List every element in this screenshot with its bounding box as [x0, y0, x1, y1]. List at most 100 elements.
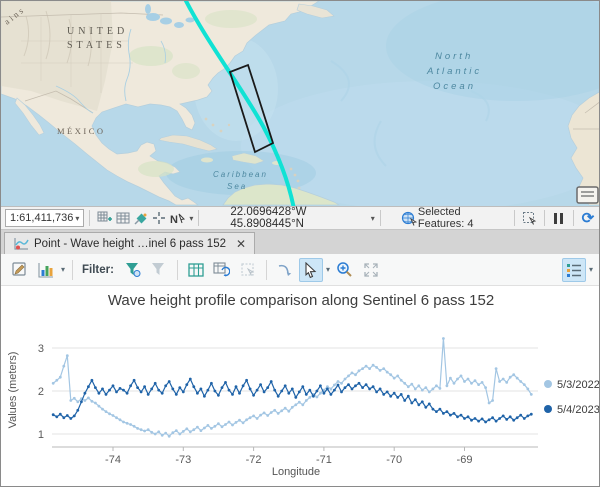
data-point[interactable] [266, 386, 270, 389]
data-point[interactable] [283, 384, 287, 388]
data-point[interactable] [167, 434, 171, 438]
scale-combo[interactable]: 1:61,411,736 ▾ [5, 209, 85, 227]
data-point[interactable] [280, 389, 284, 393]
data-point[interactable] [220, 425, 224, 429]
data-point[interactable] [392, 391, 396, 395]
data-point[interactable] [512, 418, 516, 422]
data-point[interactable] [340, 390, 343, 394]
data-point[interactable] [276, 412, 280, 415]
data-point[interactable] [101, 407, 104, 411]
data-point[interactable] [491, 399, 494, 402]
data-point[interactable] [87, 385, 90, 389]
data-point[interactable] [297, 390, 301, 394]
legend-label[interactable]: 5/3/2022 [557, 379, 600, 391]
data-point[interactable] [160, 433, 164, 437]
data-point[interactable] [150, 430, 154, 434]
data-point[interactable] [192, 385, 196, 389]
data-point[interactable] [505, 418, 509, 421]
data-point[interactable] [508, 415, 512, 419]
data-point[interactable] [526, 414, 530, 418]
data-point[interactable] [65, 354, 69, 358]
data-point[interactable] [304, 393, 308, 396]
data-point[interactable] [484, 420, 487, 424]
data-point[interactable] [72, 414, 76, 418]
data-point[interactable] [449, 376, 452, 380]
data-point[interactable] [438, 387, 442, 390]
data-point[interactable] [188, 430, 192, 434]
data-point[interactable] [231, 423, 234, 427]
data-point[interactable] [294, 396, 298, 399]
data-point[interactable] [203, 394, 206, 398]
data-point[interactable] [273, 388, 277, 392]
data-point[interactable] [269, 380, 273, 383]
data-point[interactable] [480, 381, 484, 384]
data-point[interactable] [449, 413, 452, 417]
pointer-icon[interactable] [298, 257, 323, 282]
legend-swatch[interactable] [544, 405, 552, 413]
data-point[interactable] [459, 374, 463, 378]
data-point[interactable] [347, 383, 350, 386]
data-point[interactable] [174, 393, 178, 396]
data-point[interactable] [220, 386, 224, 389]
data-point[interactable] [406, 385, 410, 389]
data-point[interactable] [347, 374, 350, 378]
data-point[interactable] [326, 385, 329, 389]
data-point[interactable] [487, 418, 491, 422]
chevron-down-icon[interactable]: ▾ [325, 265, 330, 274]
data-point[interactable] [115, 390, 118, 394]
data-point[interactable] [315, 389, 319, 393]
data-point[interactable] [301, 385, 305, 389]
data-point[interactable] [501, 377, 505, 381]
data-point[interactable] [378, 369, 382, 372]
data-point[interactable] [108, 412, 111, 416]
data-point[interactable] [83, 391, 87, 395]
data-point[interactable] [203, 426, 206, 430]
data-point[interactable] [371, 385, 375, 389]
data-point[interactable] [224, 381, 227, 384]
coordinates-readout[interactable]: 22.0696428°W 45.8908445°N [230, 206, 307, 230]
data-point[interactable] [515, 416, 519, 420]
data-point[interactable] [333, 388, 336, 392]
data-point[interactable] [51, 381, 55, 385]
data-point[interactable] [139, 390, 143, 394]
data-point[interactable] [255, 388, 259, 392]
data-point[interactable] [290, 387, 294, 391]
data-point[interactable] [424, 405, 428, 409]
data-point[interactable] [463, 380, 466, 383]
data-point[interactable] [136, 427, 140, 430]
data-point[interactable] [519, 380, 523, 383]
data-point[interactable] [132, 424, 136, 428]
data-point[interactable] [287, 409, 291, 413]
data-point[interactable] [58, 412, 62, 416]
data-point[interactable] [115, 416, 118, 420]
data-point[interactable] [442, 412, 445, 415]
data-point[interactable] [199, 387, 203, 391]
data-point[interactable] [122, 420, 125, 424]
data-point[interactable] [280, 409, 284, 413]
data-point[interactable] [403, 381, 407, 385]
chevron-down-icon[interactable]: ▾ [189, 213, 194, 223]
data-point[interactable] [273, 408, 277, 412]
data-point[interactable] [139, 428, 143, 432]
data-point[interactable] [217, 393, 220, 397]
data-point[interactable] [319, 384, 322, 388]
data-point[interactable] [262, 411, 266, 415]
data-point[interactable] [178, 432, 182, 436]
data-point[interactable] [420, 400, 424, 404]
data-point[interactable] [350, 371, 354, 375]
data-point[interactable] [269, 411, 273, 414]
data-point[interactable] [477, 383, 480, 386]
data-point[interactable] [529, 412, 533, 416]
select-box-icon[interactable] [521, 209, 537, 227]
data-point[interactable] [185, 427, 189, 431]
data-point[interactable] [354, 384, 357, 388]
data-point[interactable] [361, 386, 364, 389]
data-point[interactable] [308, 396, 312, 399]
data-point[interactable] [445, 384, 449, 388]
data-point[interactable] [231, 393, 234, 396]
legend-list-icon[interactable] [561, 257, 586, 282]
data-point[interactable] [427, 402, 431, 406]
data-point[interactable] [213, 389, 217, 393]
north-pointer-icon[interactable]: N [169, 209, 186, 227]
data-point[interactable] [466, 415, 470, 419]
